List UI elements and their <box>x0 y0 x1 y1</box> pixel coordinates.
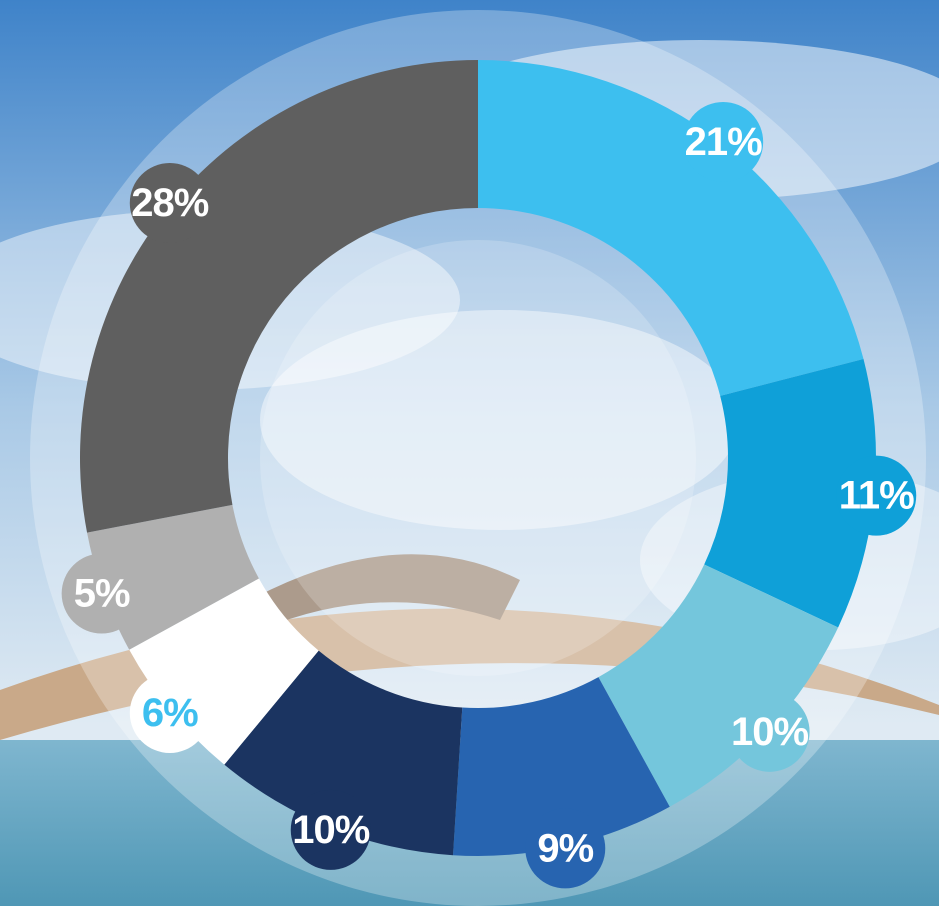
donut-segment <box>79 60 479 533</box>
inner-ring <box>260 240 696 676</box>
data-label: 10% <box>731 710 808 754</box>
label-bubble <box>729 691 810 772</box>
label-bubble <box>525 808 606 889</box>
data-label: 10% <box>292 808 369 852</box>
donut-segment <box>478 60 864 396</box>
data-label: 9% <box>537 826 593 870</box>
donut-segment <box>224 650 463 856</box>
data-label: 21% <box>685 120 762 164</box>
label-bubble <box>129 163 210 244</box>
data-label: 6% <box>142 691 198 735</box>
data-label: 28% <box>131 181 208 225</box>
donut-segment <box>129 578 319 765</box>
donut-segment <box>598 564 839 807</box>
data-label: 11% <box>839 474 914 518</box>
label-bubble <box>683 101 764 182</box>
label-bubble <box>61 553 142 634</box>
label-bubble <box>290 789 371 870</box>
label-bubble <box>129 672 210 753</box>
donut-segment <box>453 677 670 856</box>
donut-segment <box>704 359 876 628</box>
label-bubble <box>836 455 917 536</box>
data-label: 5% <box>74 571 130 615</box>
